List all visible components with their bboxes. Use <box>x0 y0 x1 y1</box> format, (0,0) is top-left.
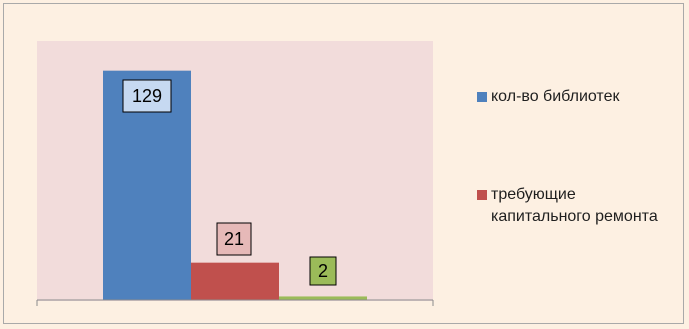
data-label-box-1 <box>122 79 172 113</box>
legend-swatch-libraries <box>477 92 487 102</box>
legend-label-libraries: кол-во библиотек <box>491 88 620 105</box>
legend-label-repair: требующие капитального ремонта <box>491 186 658 225</box>
data-label-2: 21 <box>224 229 244 249</box>
legend-item-libraries: кол-во библиотек <box>477 86 671 108</box>
data-label-box-2 <box>216 222 252 256</box>
bar-series-2 <box>191 262 279 300</box>
data-label-1: 129 <box>132 86 162 106</box>
data-label-3: 2 <box>318 261 328 281</box>
legend-swatch-repair <box>477 190 487 200</box>
chart-legend: кол-во библиотек требующие капитального … <box>477 0 677 329</box>
bar-series-3 <box>279 296 367 300</box>
legend-item-repair: требующие капитального ремонта <box>477 184 671 228</box>
data-label-box-3 <box>309 256 337 286</box>
plot-area <box>37 41 433 301</box>
